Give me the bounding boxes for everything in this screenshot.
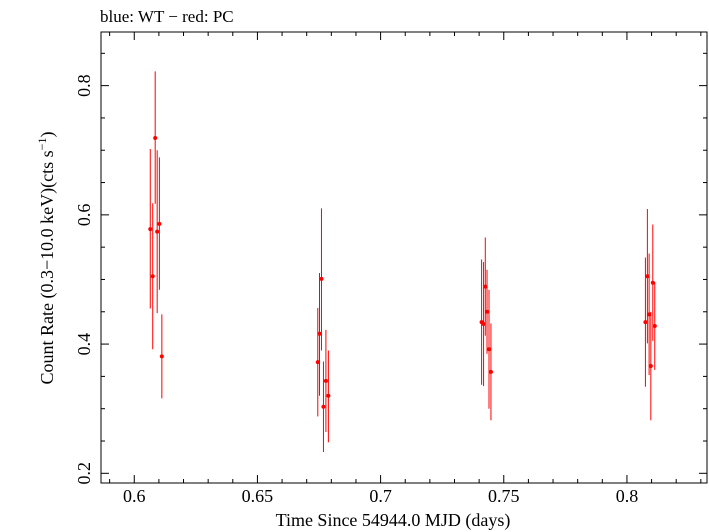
data-point bbox=[486, 347, 491, 352]
data-point bbox=[481, 322, 486, 327]
chart-title: blue: WT − red: PC bbox=[100, 7, 234, 26]
data-point bbox=[652, 323, 657, 328]
data-point bbox=[321, 404, 326, 409]
x-axis-label: Time Since 54944.0 MJD (days) bbox=[276, 510, 511, 531]
data-point bbox=[157, 221, 162, 226]
plot-frame bbox=[100, 31, 708, 484]
data-point bbox=[155, 229, 160, 234]
data-point bbox=[648, 364, 653, 369]
data-point bbox=[315, 360, 320, 365]
y-axis-ticks: 0.2 0.4 0.6 0.8 bbox=[74, 52, 707, 485]
y-tick-label: 0.8 bbox=[74, 74, 94, 97]
data-point bbox=[323, 378, 328, 383]
data-point bbox=[153, 135, 158, 140]
data-point bbox=[650, 280, 655, 285]
data-point bbox=[326, 393, 331, 398]
data-point bbox=[488, 369, 493, 374]
y-axis-label-end: ) bbox=[37, 132, 58, 138]
y-axis-label-main: Count Rate (0.3−10.0 keV)(cts s bbox=[37, 150, 58, 384]
data-point bbox=[645, 274, 650, 279]
data-point bbox=[148, 227, 153, 232]
y-axis-label: Count Rate (0.3−10.0 keV)(cts s−1) bbox=[35, 132, 58, 385]
x-tick-label: 0.6 bbox=[123, 486, 146, 506]
x-tick-label: 0.7 bbox=[369, 486, 392, 506]
x-tick-label: 0.8 bbox=[616, 486, 639, 506]
data-point bbox=[159, 354, 164, 359]
data-point bbox=[317, 331, 322, 336]
x-tick-label: 0.75 bbox=[488, 486, 520, 506]
data-point bbox=[647, 312, 652, 317]
x-axis-ticks: 0.6 0.65 0.7 0.75 0.8 bbox=[109, 32, 702, 506]
y-tick-label: 0.6 bbox=[74, 204, 94, 227]
data-point bbox=[485, 309, 490, 314]
data-point bbox=[150, 274, 155, 279]
y-tick-label: 0.2 bbox=[74, 462, 94, 485]
y-tick-label: 0.4 bbox=[74, 333, 94, 356]
data-point bbox=[483, 284, 488, 289]
pc-series bbox=[148, 71, 657, 452]
y-axis-label-exponent: −1 bbox=[35, 138, 49, 151]
x-tick-label: 0.65 bbox=[242, 486, 274, 506]
data-point bbox=[319, 276, 324, 281]
data-point bbox=[643, 320, 648, 325]
